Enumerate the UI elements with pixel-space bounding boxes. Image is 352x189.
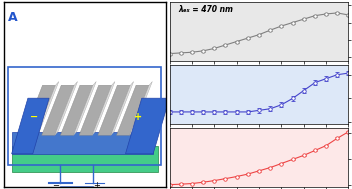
- Polygon shape: [79, 85, 112, 135]
- Polygon shape: [36, 81, 59, 135]
- Polygon shape: [12, 132, 153, 154]
- Polygon shape: [92, 81, 115, 135]
- Text: +: +: [134, 112, 143, 122]
- Polygon shape: [98, 85, 130, 135]
- Polygon shape: [126, 98, 169, 154]
- Polygon shape: [55, 81, 77, 135]
- Polygon shape: [117, 85, 149, 135]
- Polygon shape: [130, 81, 152, 135]
- Polygon shape: [42, 85, 74, 135]
- Polygon shape: [12, 98, 49, 154]
- Polygon shape: [74, 81, 96, 135]
- Polygon shape: [111, 81, 134, 135]
- Polygon shape: [61, 85, 93, 135]
- Text: λₑₓ = 470 nm: λₑₓ = 470 nm: [178, 5, 233, 14]
- Text: A: A: [8, 11, 18, 24]
- Text: −: −: [30, 112, 38, 122]
- Text: −: −: [52, 181, 59, 189]
- Polygon shape: [12, 146, 158, 172]
- Text: +: +: [93, 181, 100, 189]
- Polygon shape: [23, 85, 56, 135]
